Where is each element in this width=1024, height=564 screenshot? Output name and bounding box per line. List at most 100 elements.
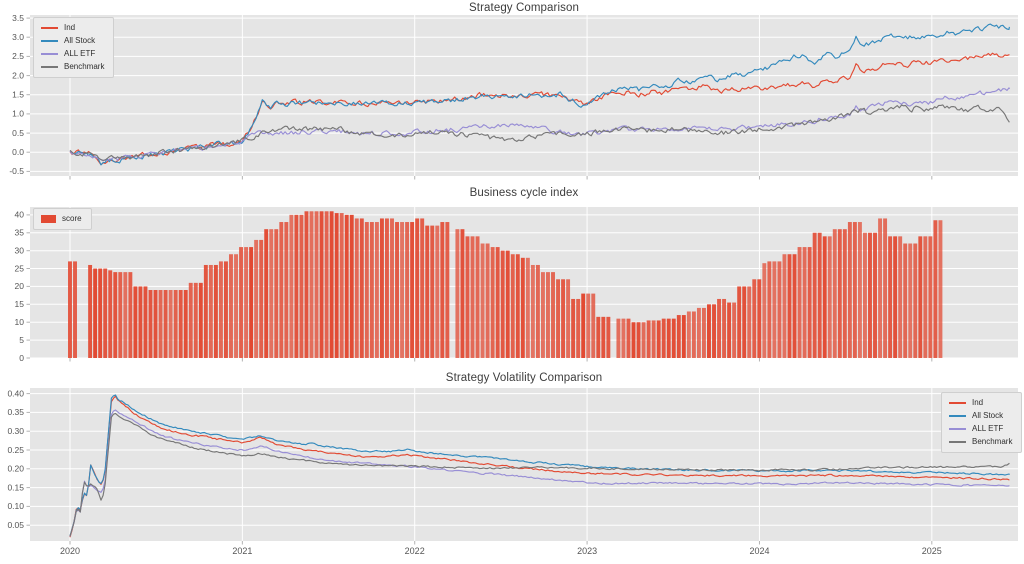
legend-label: All Stock: [972, 411, 1004, 421]
bar: [827, 236, 832, 358]
tick-labels: 0 5 10 15 20 25 30 35 40: [15, 210, 25, 363]
bar: [681, 315, 686, 358]
bar: [525, 257, 530, 358]
bar: [571, 298, 576, 358]
bar: [606, 316, 611, 358]
bar: [430, 225, 435, 358]
y-tick-label: 0.10: [7, 501, 24, 511]
x-tick-label: 2025: [922, 546, 942, 556]
y-tick-label: 25: [15, 263, 25, 273]
bar: [279, 222, 284, 358]
legend-label: Benchmark: [972, 437, 1013, 447]
bar: [254, 239, 259, 358]
bar: [686, 311, 691, 358]
bar: [752, 279, 757, 358]
bar: [505, 250, 510, 358]
x-tick-label: 2022: [405, 546, 425, 556]
bar: [631, 322, 636, 358]
y-tick-label: 0.0: [12, 147, 24, 157]
bar: [701, 307, 706, 358]
bar: [364, 222, 369, 358]
bar: [908, 243, 913, 358]
bar: [344, 214, 349, 358]
bar: [425, 225, 430, 358]
bar: [717, 298, 722, 358]
bar: [369, 222, 374, 358]
bar: [626, 318, 631, 358]
bar: [586, 293, 591, 358]
bar: [883, 218, 888, 358]
bar: [415, 218, 420, 358]
bar: [878, 218, 883, 358]
bar: [651, 320, 656, 358]
y-tick-label: 5: [19, 335, 24, 345]
bar: [128, 272, 133, 358]
bar: [913, 243, 918, 358]
ind-line-swatch: [949, 401, 966, 404]
bar: [777, 261, 782, 358]
bar: [103, 268, 108, 358]
legend-label: ALL ETF: [972, 424, 1004, 434]
tick-labels: 0.05 0.10 0.15 0.20 0.25 0.30 0.35 0.40 2020 2021…: [7, 388, 941, 556]
series-benchmark: [69, 104, 1010, 161]
y-tick-label: 20: [15, 281, 25, 291]
y-tick-label: 3.5: [12, 13, 24, 23]
legend-business-cycle-index: score: [33, 208, 92, 230]
bar: [324, 211, 329, 358]
chart-title-business-cycle-index: Business cycle index: [469, 187, 579, 199]
bar: [636, 322, 641, 358]
bar: [203, 264, 208, 358]
chart-title-strategy-comparison: Strategy Comparison: [469, 2, 579, 14]
bar: [224, 261, 228, 358]
bar: [797, 247, 802, 358]
y-tick-label: 0.30: [7, 426, 24, 436]
bar: [888, 236, 893, 358]
bar: [88, 264, 93, 358]
bar: [832, 229, 837, 358]
benchmark-line-swatch: [41, 65, 58, 68]
x-tick-label: 2021: [232, 546, 252, 556]
bar: [656, 320, 661, 358]
bar: [903, 243, 908, 358]
bar: [802, 247, 807, 358]
bar: [284, 222, 289, 358]
series-ind: [69, 52, 1010, 166]
bar: [696, 307, 701, 358]
score-bar-swatch: [41, 214, 56, 223]
all-etf-line-swatch: [949, 427, 966, 430]
bar: [737, 286, 742, 358]
bar: [213, 264, 218, 358]
bar: [747, 286, 752, 358]
bar: [873, 232, 877, 358]
legend-item-all-stock: All Stock: [949, 410, 1012, 422]
bar: [385, 218, 389, 358]
bar: [712, 304, 716, 358]
bar: [551, 272, 555, 358]
bar: [460, 229, 465, 358]
all-stock-line-swatch: [949, 414, 966, 417]
bar: [264, 229, 269, 358]
plot-background: [30, 15, 1018, 176]
y-tick-label: 40: [15, 210, 25, 220]
gridlines: [30, 15, 1018, 176]
bar: [510, 254, 515, 358]
all-stock-line-swatch: [41, 39, 58, 42]
bar: [535, 264, 540, 358]
score-bars: [68, 211, 943, 358]
bar: [178, 290, 183, 358]
bar: [847, 222, 852, 358]
legend-item-benchmark: Benchmark: [41, 61, 104, 73]
y-tick-label: 0.15: [7, 482, 24, 492]
bar: [244, 247, 249, 358]
bar: [239, 247, 244, 358]
bar: [676, 315, 681, 358]
bar: [420, 218, 425, 358]
tick-marks: [26, 214, 933, 362]
bar: [591, 293, 596, 358]
bar: [732, 302, 737, 358]
bar: [143, 286, 148, 358]
bar: [113, 272, 118, 358]
bar: [470, 236, 475, 358]
bar: [561, 279, 566, 358]
